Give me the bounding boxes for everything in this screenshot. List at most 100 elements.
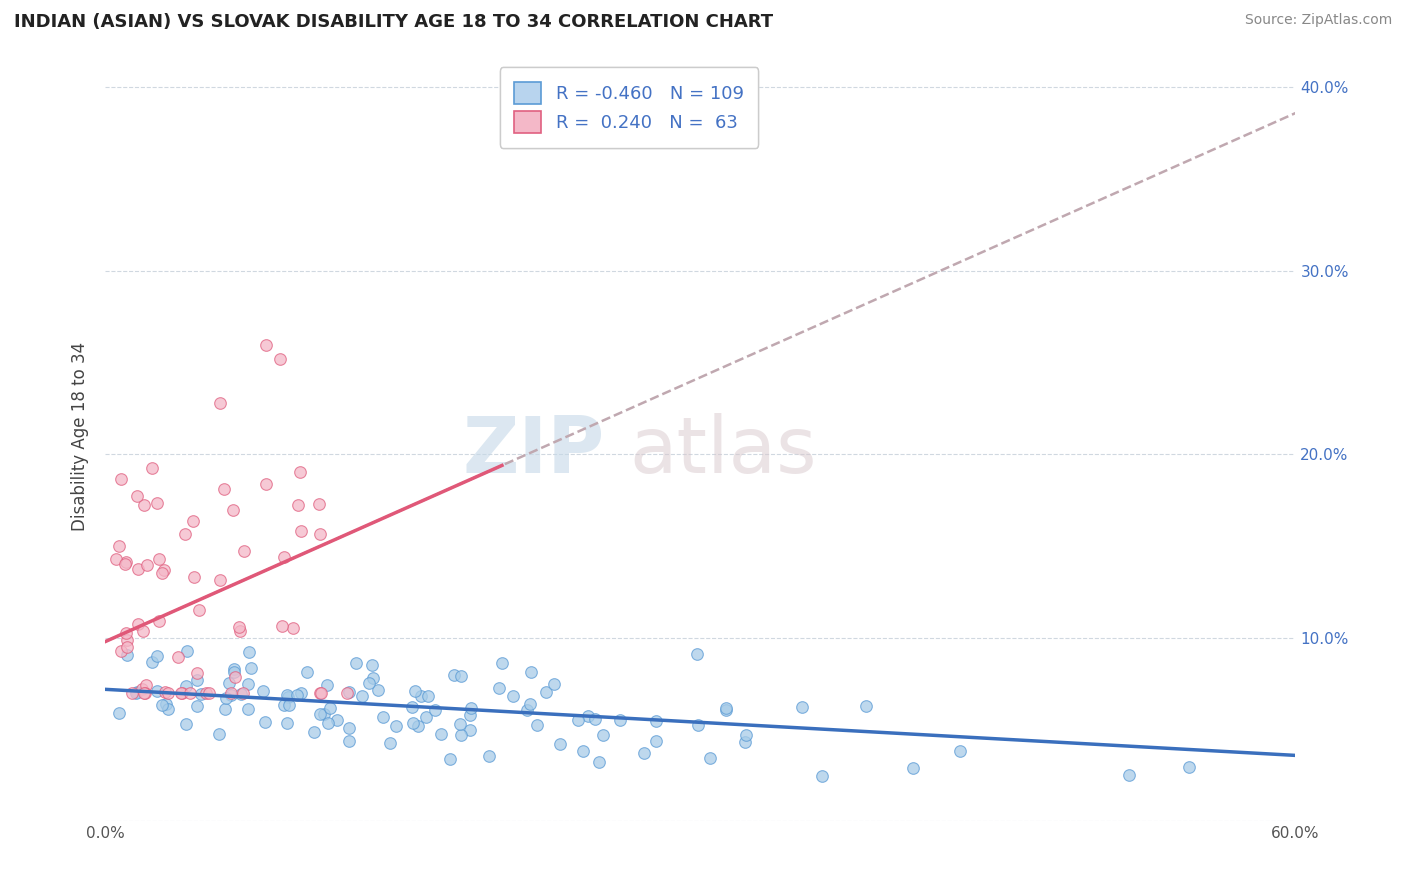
Point (170, 686, 193, 700)
Point (401, 700, 423, 714)
Point (811, 769, 834, 783)
Point (285, 689, 308, 703)
Point (125, 686, 148, 700)
Point (176, 643, 198, 657)
Point (148, 614, 170, 628)
Point (644, 714, 666, 729)
Point (254, 714, 277, 729)
Point (114, 558, 136, 572)
Point (359, 676, 381, 690)
Point (571, 744, 593, 758)
Point (361, 658, 384, 673)
Point (309, 707, 332, 722)
Point (125, 489, 148, 503)
Point (450, 669, 472, 683)
Point (221, 503, 243, 517)
Point (449, 717, 471, 731)
Point (115, 633, 138, 648)
Point (1118, 768, 1140, 782)
Point (179, 686, 201, 700)
Point (488, 681, 510, 695)
Point (312, 707, 335, 722)
Point (404, 684, 426, 698)
Point (526, 717, 548, 731)
Point (150, 566, 173, 580)
Point (361, 671, 384, 685)
Point (194, 686, 217, 700)
Point (337, 685, 360, 699)
Point (1177, 760, 1199, 774)
Point (567, 714, 589, 728)
Point (224, 670, 246, 684)
Point (792, 700, 814, 714)
Point (115, 648, 138, 662)
Point (176, 717, 198, 731)
Point (110, 472, 132, 486)
Point (148, 552, 170, 566)
Point (110, 643, 132, 657)
Point (125, 685, 148, 699)
Point (295, 665, 318, 680)
Text: INDIAN (ASIAN) VS SLOVAK DISABILITY AGE 18 TO 34 CORRELATION CHART: INDIAN (ASIAN) VS SLOVAK DISABILITY AGE … (14, 13, 773, 31)
Point (415, 710, 437, 724)
Point (273, 550, 295, 565)
Point (714, 701, 737, 715)
Point (132, 686, 155, 700)
Point (277, 698, 299, 712)
Point (699, 751, 721, 765)
Point (439, 752, 461, 766)
Point (212, 483, 235, 497)
Point (186, 666, 208, 681)
Point (115, 555, 138, 569)
Point (714, 703, 737, 717)
Point (520, 665, 543, 679)
Point (281, 621, 304, 635)
Point (609, 714, 631, 728)
Point (458, 723, 481, 738)
Point (156, 702, 179, 716)
Point (152, 698, 174, 712)
Point (236, 677, 259, 691)
Point (337, 733, 360, 747)
Point (153, 685, 176, 699)
Point (131, 682, 153, 697)
Point (384, 719, 406, 733)
Point (183, 570, 205, 584)
Point (290, 524, 312, 538)
Point (550, 737, 572, 751)
Point (519, 698, 541, 712)
Point (516, 703, 538, 717)
Point (224, 662, 246, 676)
Point (155, 698, 177, 712)
Point (337, 721, 360, 735)
Point (146, 496, 169, 510)
Point (290, 686, 312, 700)
Point (222, 665, 245, 679)
Point (186, 673, 208, 687)
Point (315, 678, 337, 692)
Point (309, 686, 332, 700)
Point (108, 706, 131, 720)
Point (236, 702, 259, 716)
Point (416, 689, 439, 703)
Point (181, 514, 204, 528)
Point (166, 649, 188, 664)
Point (534, 685, 557, 699)
Point (188, 603, 211, 617)
Point (190, 687, 212, 701)
Point (478, 749, 501, 764)
Point (132, 498, 155, 512)
Point (277, 690, 299, 704)
Point (135, 678, 157, 692)
Point (491, 656, 513, 670)
Point (460, 701, 482, 715)
Point (276, 715, 298, 730)
Point (107, 539, 129, 553)
Point (309, 526, 332, 541)
Text: atlas: atlas (628, 414, 817, 490)
Point (352, 690, 374, 704)
Point (240, 660, 263, 674)
Point (411, 689, 433, 703)
Point (218, 676, 240, 690)
Point (588, 755, 610, 769)
